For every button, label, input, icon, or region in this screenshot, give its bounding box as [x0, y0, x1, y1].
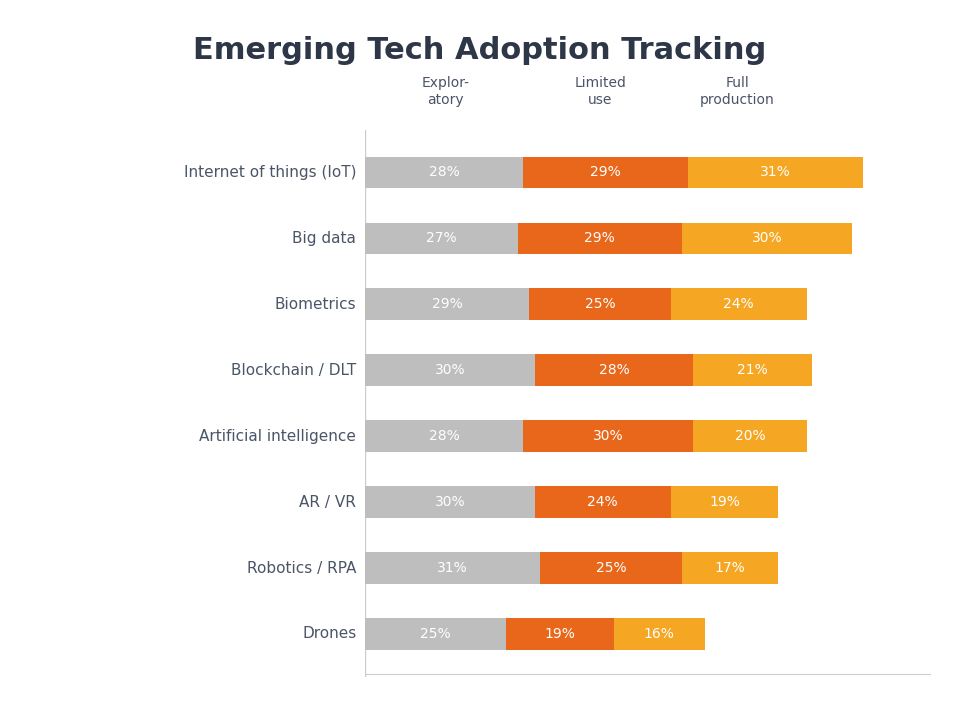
Text: Limited
use: Limited use	[574, 76, 626, 107]
Bar	[365, 157, 523, 188]
Bar	[682, 222, 852, 254]
Text: 25%: 25%	[585, 297, 615, 311]
Bar	[535, 354, 693, 386]
Text: 27%: 27%	[426, 231, 457, 246]
Bar	[529, 289, 671, 320]
Bar	[614, 618, 705, 649]
Text: Robotics / RPA: Robotics / RPA	[247, 560, 356, 575]
Bar	[671, 289, 806, 320]
Bar	[365, 222, 517, 254]
Text: 29%: 29%	[432, 297, 463, 311]
Text: 29%: 29%	[590, 166, 621, 179]
Bar	[365, 552, 540, 584]
Bar	[365, 618, 507, 649]
Bar	[671, 486, 779, 518]
Text: Blockchain / DLT: Blockchain / DLT	[231, 363, 356, 378]
Bar	[682, 552, 779, 584]
Bar	[365, 289, 529, 320]
Text: 28%: 28%	[429, 429, 460, 444]
Text: 19%: 19%	[544, 627, 576, 641]
Text: 28%: 28%	[429, 166, 460, 179]
Text: Artificial intelligence: Artificial intelligence	[200, 428, 356, 444]
Text: 31%: 31%	[760, 166, 791, 179]
Text: Emerging Tech Adoption Tracking: Emerging Tech Adoption Tracking	[193, 36, 767, 65]
Text: 25%: 25%	[420, 627, 451, 641]
Bar	[687, 157, 863, 188]
Text: 30%: 30%	[593, 429, 624, 444]
Bar	[693, 354, 812, 386]
Bar	[517, 222, 682, 254]
Bar	[365, 486, 535, 518]
Text: 30%: 30%	[752, 231, 782, 246]
Text: 17%: 17%	[715, 561, 746, 575]
Text: AR / VR: AR / VR	[300, 495, 356, 510]
Bar	[523, 420, 693, 452]
Text: 30%: 30%	[435, 363, 465, 377]
Text: Big data: Big data	[293, 231, 356, 246]
Text: Explor-
atory: Explor- atory	[421, 76, 469, 107]
Text: 24%: 24%	[588, 495, 618, 509]
Text: 29%: 29%	[585, 231, 615, 246]
Text: 31%: 31%	[437, 561, 468, 575]
Bar	[507, 618, 614, 649]
Text: 25%: 25%	[596, 561, 627, 575]
Text: Full
production: Full production	[700, 76, 775, 107]
Text: 30%: 30%	[435, 495, 465, 509]
Text: 21%: 21%	[737, 363, 768, 377]
Text: Biometrics: Biometrics	[275, 297, 356, 312]
Text: Drones: Drones	[302, 626, 356, 642]
Text: Internet of things (IoT): Internet of things (IoT)	[183, 165, 356, 180]
Bar	[535, 486, 671, 518]
Bar	[365, 354, 535, 386]
Text: 19%: 19%	[709, 495, 740, 509]
Bar	[693, 420, 806, 452]
Text: 24%: 24%	[723, 297, 754, 311]
Bar	[365, 420, 523, 452]
Bar	[523, 157, 687, 188]
Text: 20%: 20%	[734, 429, 765, 444]
Text: 16%: 16%	[644, 627, 675, 641]
Bar	[540, 552, 682, 584]
Text: 28%: 28%	[599, 363, 630, 377]
